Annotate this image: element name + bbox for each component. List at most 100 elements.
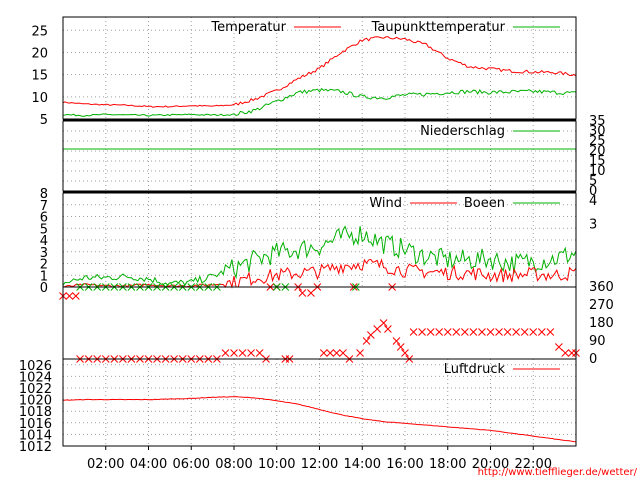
- direction-marker-red: [379, 319, 388, 327]
- x-tick-label: 14:00: [344, 457, 381, 472]
- wind-ytick-label: 1: [40, 269, 48, 284]
- precipitation-ytick-label: 10: [589, 164, 606, 179]
- direction-marker-red: [298, 289, 307, 297]
- x-tick-label: 04:00: [130, 457, 167, 472]
- direction-marker-red: [230, 349, 238, 357]
- direction-marker-red: [326, 349, 335, 357]
- direction-ytick-label: 90: [589, 334, 606, 349]
- direction-marker-red: [503, 328, 512, 336]
- x-tick-label: 10:00: [258, 457, 295, 472]
- pressure-ytick-label: 1020: [19, 394, 52, 409]
- legend-layer: Temperatur Taupunkttemperatur Niederschlag…: [210, 20, 560, 377]
- direction-marker-red: [460, 328, 469, 336]
- direction-marker-red: [373, 325, 382, 333]
- direction-marker-red: [520, 328, 529, 336]
- wind-ytick-right-label: 3: [589, 218, 597, 233]
- frames-layer: [62, 16, 577, 450]
- pressure-ytick-label: 1022: [19, 382, 52, 397]
- direction-marker-red: [418, 328, 426, 336]
- tick-labels-layer: 5101520250510152025303501234567834090180…: [19, 24, 614, 472]
- x-tick-label: 20:00: [472, 457, 509, 472]
- pressure-ytick-label: 1024: [19, 370, 52, 385]
- direction-marker-red: [561, 349, 570, 357]
- direction-marker-red: [221, 349, 230, 357]
- direction-marker-red: [71, 292, 80, 300]
- precipitation-ytick-label: 35: [589, 114, 606, 129]
- wind-series-boeen-line: [62, 225, 577, 287]
- direction-marker-red: [529, 328, 538, 336]
- direction-ytick-label: 180: [589, 316, 614, 331]
- wind-ytick-label: 8: [40, 187, 48, 202]
- precipitation-ytick-label: 25: [589, 134, 606, 149]
- direction-marker-red: [396, 343, 405, 351]
- temperature-ytick-label: 15: [31, 69, 48, 84]
- direction-marker-red: [486, 328, 495, 336]
- temperature-ytick-label: 5: [40, 113, 48, 128]
- wind-ytick-label: 7: [40, 199, 48, 214]
- x-tick-label: 16:00: [386, 457, 423, 472]
- wind-ytick-label: 0: [40, 281, 48, 296]
- direction-marker-red: [435, 328, 444, 336]
- direction-marker-red: [356, 349, 364, 357]
- wind-ytick-right-label: 4: [589, 194, 597, 209]
- wind-ytick-label: 3: [40, 246, 48, 261]
- direction-marker-red: [238, 349, 247, 357]
- precipitation-ytick-label: 15: [589, 154, 606, 169]
- precipitation-ytick-label: 5: [589, 174, 597, 189]
- direction-marker-red: [65, 292, 74, 300]
- wind_direction-panel-frame: [62, 286, 577, 360]
- direction-marker-red: [247, 349, 255, 357]
- direction-ytick-label: 270: [589, 298, 614, 313]
- direction-marker-red: [546, 328, 555, 336]
- direction-marker-red: [409, 328, 418, 336]
- direction-marker-red: [426, 328, 435, 336]
- direction-marker-red: [452, 328, 461, 336]
- direction-marker-red: [512, 328, 521, 336]
- wind-ytick-label: 5: [40, 222, 48, 237]
- pressure-legend-luftdruck: Luftdruck: [444, 362, 506, 377]
- direction-marker-red: [384, 325, 392, 333]
- temperature-ytick-label: 25: [31, 24, 48, 39]
- temperature-legend-taupunkttemperatur: Taupunkttemperatur: [371, 20, 506, 35]
- direction-marker-red: [255, 349, 264, 357]
- pressure-ytick-label: 1016: [19, 417, 52, 432]
- direction-marker-red: [478, 328, 486, 336]
- direction-marker-red: [443, 328, 452, 336]
- direction-marker-red: [392, 337, 401, 345]
- precipitation-ytick-label: 30: [589, 124, 606, 139]
- x-tick-label: 06:00: [173, 457, 210, 472]
- direction-marker-red: [495, 328, 503, 336]
- direction-marker-red: [469, 328, 478, 336]
- precipitation-legend-niederschlag: Niederschlag: [420, 124, 505, 139]
- direction-ytick-label: 360: [589, 280, 614, 295]
- temperature-legend-temperatur: Temperatur: [210, 20, 286, 35]
- wind-legend-wind: Wind: [369, 196, 402, 211]
- pressure-ytick-label: 1012: [19, 440, 52, 455]
- direction-marker-red: [307, 289, 315, 297]
- direction-ytick-label: 0: [589, 352, 597, 367]
- x-tick-label: 08:00: [215, 457, 252, 472]
- direction-marker-red: [401, 349, 409, 357]
- x-tick-label: 02:00: [87, 457, 124, 472]
- x-tick-label: 22:00: [515, 457, 552, 472]
- wind-ytick-label: 4: [40, 234, 48, 249]
- wind-series-wind-line: [62, 258, 577, 289]
- x-tick-label: 12:00: [301, 457, 338, 472]
- precipitation-ytick-label: 0: [589, 184, 597, 199]
- wind-ytick-label: 6: [40, 211, 48, 226]
- pressure-series-luftdruck-line: [62, 396, 577, 443]
- direction-marker-red: [319, 349, 328, 357]
- temperature-ytick-label: 10: [31, 91, 48, 106]
- direction-marker-red: [332, 349, 341, 357]
- direction-marker-red: [339, 349, 347, 357]
- pressure-ytick-label: 1018: [19, 405, 52, 420]
- credit-text: http://www.tiefflieger.de/wetter/: [478, 467, 638, 478]
- wind-ytick-label: 2: [40, 258, 48, 273]
- direction-marker-red: [366, 331, 375, 339]
- direction-marker-red: [555, 343, 563, 351]
- temperature-series-taupunkttemperatur-line: [62, 87, 577, 117]
- pressure-ytick-label: 1014: [19, 428, 52, 443]
- direction-marker-red: [362, 337, 371, 345]
- grid-layer: [63, 17, 576, 447]
